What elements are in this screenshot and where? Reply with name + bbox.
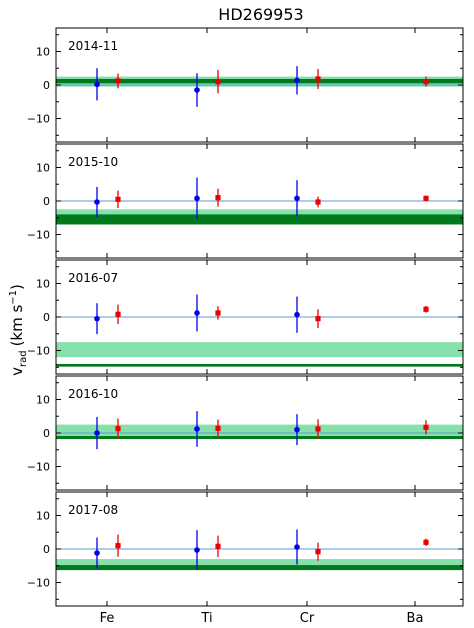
red-point-Ba [423,424,429,430]
ylabel-main: v [8,367,26,376]
xtick-label-Cr: Cr [300,611,315,626]
red-point-Ti [215,543,221,549]
ytick-label: 10 [36,509,50,522]
panel-plot-area [56,529,463,571]
blue-point-Fe [94,199,100,205]
blue-point-Cr [294,195,300,202]
red-point-Cr [315,549,321,555]
ylabel-unit: (km s [8,305,26,347]
red-point-Fe [115,426,121,432]
blue-point-Ti [194,426,200,432]
red-point-Ba [423,539,429,545]
red-point-Cr [315,316,321,322]
y-axis-label: vrad (km s−1) [8,284,29,376]
red-point-Fe [115,311,121,317]
dark-band [56,565,463,571]
panel-plot-area [56,66,463,107]
blue-point-Cr [294,77,300,84]
panel-2016-10: −10 0 10 2016-10 [27,375,464,491]
red-point-Fe [115,543,121,549]
light-band [56,424,463,437]
ytick-label: 10 [36,161,50,174]
blue-point-Fe [94,430,100,436]
light-band [56,559,463,570]
blue-point-Cr [294,426,300,433]
red-point-Cr [315,199,321,205]
red-point-Ba [423,306,429,312]
red-point-Fe [115,78,121,84]
red-point-Fe [115,196,121,202]
panel-plot-area [56,177,463,225]
dark-band [56,214,463,225]
red-point-Ti [215,195,221,201]
red-point-Ba [423,195,429,201]
blue-point-Cr [294,311,300,318]
dark-band [56,436,463,440]
panel-label: 2017-08 [68,503,118,517]
chart-title: HD269953 [218,5,303,24]
red-point-Ti [215,425,221,431]
panel-label: 2015-10 [68,155,118,169]
panel-2017-08: −10 0 10 2017-08 [27,491,464,607]
panel-2014-11: −10 0 10 2014-11 [27,27,464,143]
panel-plot-area [56,411,463,450]
ytick-label: −10 [27,229,50,242]
ytick-label: 0 [43,79,50,92]
dark-band [56,363,463,367]
blue-point-Fe [94,315,100,322]
ytick-label: 10 [36,45,50,58]
panel-label: 2016-10 [68,387,118,401]
blue-point-Ti [194,547,200,553]
ylabel-subscript: rad [18,350,29,367]
x-axis: Fe Ti Cr Ba [100,611,424,626]
red-point-Ba [423,79,429,85]
red-point-Cr [315,426,321,432]
ylabel-close: ) [8,284,26,290]
xtick-label-Ba: Ba [407,611,424,626]
panel-label: 2016-07 [68,271,118,285]
dark-band [56,78,463,84]
ylabel-superscript: −1 [8,290,19,305]
blue-point-Fe [94,81,100,88]
blue-point-Ti [194,87,200,93]
red-point-Cr [315,76,321,82]
xtick-label-Ti: Ti [200,611,212,626]
panel-label: 2014-11 [68,39,118,53]
ytick-label: −10 [27,461,50,474]
ytick-label: 10 [36,393,50,406]
ytick-label: 0 [43,427,50,440]
panel-2016-07: −10 0 10 2016-07 [27,259,464,375]
red-point-Ti [215,310,221,316]
ytick-label: 0 [43,195,50,208]
blue-point-Ti [194,310,200,316]
xtick-label-Fe: Fe [100,611,115,626]
ytick-label: −10 [27,577,50,590]
ytick-label: −10 [27,345,50,358]
blue-point-Ti [194,195,200,202]
light-band [56,342,463,358]
ytick-label: 0 [43,311,50,324]
panel-plot-area [56,294,463,367]
blue-point-Cr [294,544,300,550]
red-point-Ti [215,79,221,85]
panel-2015-10: −10 0 10 2015-10 [27,143,464,259]
blue-point-Fe [94,550,100,556]
ytick-label: 0 [43,543,50,556]
ytick-label: −10 [27,113,50,126]
ytick-label: 10 [36,277,50,290]
